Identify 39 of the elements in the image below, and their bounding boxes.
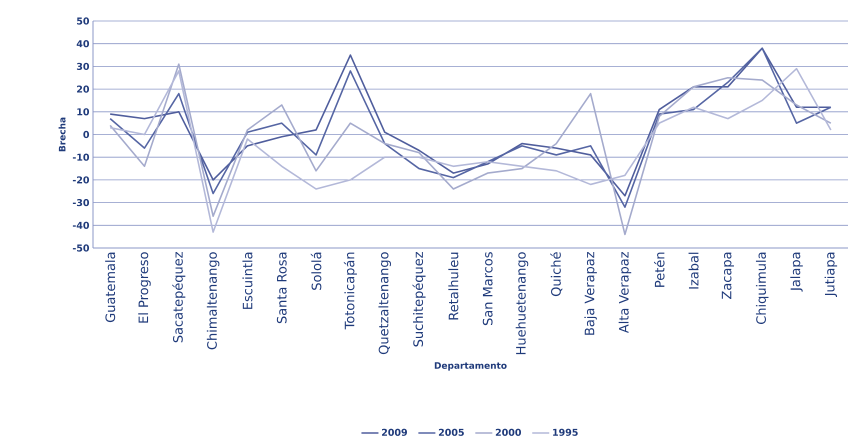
y-tick-label: 30	[76, 62, 90, 70]
legend-label: 2009	[382, 428, 407, 436]
x-tick-label: Sololá	[310, 252, 322, 290]
x-tick-label: Santa Rosa	[276, 252, 287, 324]
y-tick-label: 10	[77, 108, 90, 116]
y-tick-label: 20	[77, 86, 90, 93]
y-tick-label: -50	[72, 244, 90, 252]
y-tick-label: 40	[76, 40, 90, 48]
x-tick-label: Jalapa	[790, 252, 803, 292]
y-tick-label: -30	[72, 199, 90, 206]
x-tick-label: Escuintla	[242, 252, 252, 309]
x-tick-label: Retalhuleu	[448, 252, 458, 320]
legend-label: 2005	[438, 428, 464, 436]
y-tick-label: 50	[77, 17, 90, 25]
legend-label: 2000	[496, 428, 521, 436]
x-tick-label: Guatemala	[105, 252, 116, 322]
y-tick-label: 0	[83, 130, 90, 138]
x-tick-label: El Progreso	[138, 252, 151, 323]
legend-label: 1995	[553, 428, 578, 436]
x-tick-label: Totonicapán	[344, 252, 357, 330]
y-tick-label: -40	[72, 222, 90, 229]
x-axis-title: Departamento	[434, 362, 507, 371]
x-tick-label: San Marcos	[482, 252, 493, 326]
x-tick-label: Chimaltenango	[206, 252, 220, 350]
x-tick-label: Suchitepéquez	[412, 252, 426, 346]
x-tick-label: Baja Verapaz	[584, 252, 597, 335]
x-tick-label: Petén	[654, 252, 665, 287]
x-tick-label: Quiché	[550, 252, 562, 296]
x-tick-label: Huehuetenango	[516, 252, 528, 354]
y-axis-title: Brecha	[58, 118, 66, 152]
y-tick-label: -10	[72, 154, 90, 161]
x-tick-label: Jutiapa	[824, 252, 838, 297]
x-tick-label: Zacapa	[722, 252, 734, 299]
x-tick-label: Chiquimula	[756, 252, 768, 324]
x-tick-label: Sacatepéquez	[172, 252, 186, 342]
y-tick-label: -20	[72, 176, 90, 184]
x-tick-label: Izabal	[688, 252, 699, 289]
x-tick-label: Alta Verapaz	[618, 252, 632, 334]
x-tick-label: Quetzaltenango	[378, 252, 391, 354]
